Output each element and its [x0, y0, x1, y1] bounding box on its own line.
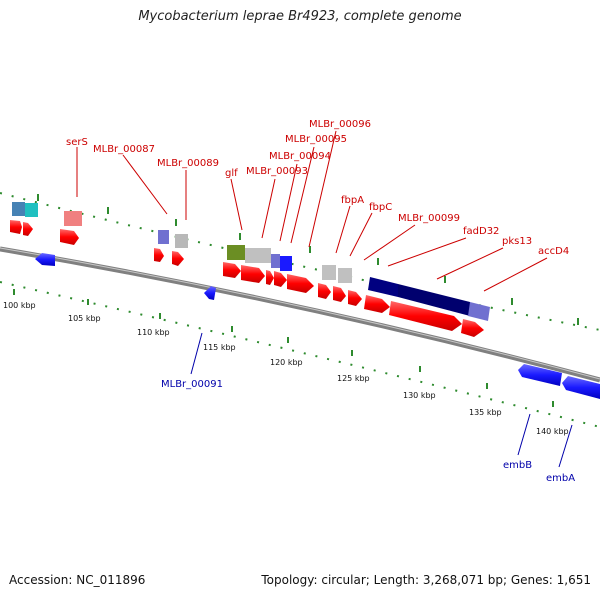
reverse-cds-track: [35, 253, 600, 399]
gene-label-mlbr00087: MLBr_00087: [93, 144, 155, 155]
forward-cds: [241, 265, 265, 283]
gene-label-fbpc: fbpC: [369, 202, 392, 213]
gene-label-sers: serS: [66, 137, 88, 148]
tick-label: 120 kbp: [270, 358, 303, 367]
forward-cds: [461, 319, 484, 337]
forward-leader-lines: [76, 130, 548, 292]
accession-text: Accession: NC_011896: [9, 573, 146, 587]
gene-label-accd4: accD4: [538, 246, 569, 257]
forward-cds: [60, 229, 79, 245]
forward-cds: [10, 220, 22, 234]
feature-block: [338, 268, 352, 283]
page-title: Mycobacterium leprae Br4923, complete ge…: [138, 9, 462, 24]
reverse-cds: [518, 364, 562, 386]
feature-block: [280, 256, 292, 271]
gene-label-fbpa: fbpA: [341, 195, 364, 206]
tick-label: 135 kbp: [469, 408, 502, 417]
forward-cds: [287, 274, 314, 293]
feature-block: [158, 230, 169, 244]
forward-cds: [266, 270, 274, 285]
feature-block: [64, 211, 82, 226]
forward-cds: [364, 295, 390, 313]
forward-cds: [389, 301, 462, 331]
forward-cds: [23, 222, 33, 236]
tick-label: 105 kbp: [68, 314, 101, 323]
tick-label: 125 kbp: [337, 374, 370, 383]
forward-gene-labels: serS MLBr_00087 MLBr_00089 glf MLBr_0009…: [66, 119, 569, 257]
reverse-cds: [204, 286, 216, 300]
reverse-cds: [562, 376, 600, 399]
feature-block: [398, 284, 470, 316]
outer-tick-ring: [0, 192, 600, 331]
feature-blocks: [12, 202, 490, 321]
reverse-gene-labels: MLBr_00091 embB embA: [161, 379, 575, 484]
gene-label-pks13: pks13: [502, 236, 532, 247]
forward-cds: [154, 248, 164, 262]
genome-backbone: [0, 246, 600, 383]
tick-marks: [13, 194, 579, 407]
feature-block: [245, 248, 271, 263]
forward-cds: [223, 262, 241, 278]
gene-label-mlbr00096: MLBr_00096: [309, 119, 371, 130]
gene-label-mlbr00091: MLBr_00091: [161, 379, 223, 390]
feature-block: [25, 203, 38, 217]
gene-label-emba: embA: [546, 473, 575, 484]
forward-cds: [172, 251, 184, 266]
feature-block: [12, 202, 25, 216]
gene-label-fadd32: fadD32: [463, 226, 499, 237]
forward-cds: [333, 286, 346, 302]
tick-label: 140 kbp: [536, 427, 569, 436]
reverse-cds: [35, 253, 55, 266]
gene-label-mlbr00093: MLBr_00093: [246, 166, 308, 177]
forward-cds: [348, 290, 362, 306]
feature-block: [322, 265, 336, 280]
tick-label: 110 kbp: [137, 328, 170, 337]
feature-block: [175, 234, 188, 248]
tick-label: 100 kbp: [3, 301, 36, 310]
gene-label-mlbr00095: MLBr_00095: [285, 134, 347, 145]
forward-cds: [318, 283, 331, 299]
reverse-leader-lines: [190, 332, 573, 468]
tick-label: 115 kbp: [203, 343, 236, 352]
genome-stats-text: Topology: circular; Length: 3,268,071 bp…: [261, 573, 591, 587]
forward-cds-track: [10, 220, 484, 337]
gene-label-mlbr00099: MLBr_00099: [398, 213, 460, 224]
gene-label-glf: glf: [225, 168, 238, 179]
tick-labels: 100 kbp 105 kbp 110 kbp 115 kbp 120 kbp …: [3, 301, 569, 436]
feature-block: [271, 254, 280, 268]
feature-block: [227, 245, 245, 260]
forward-cds: [274, 271, 287, 287]
gene-label-mlbr00089: MLBr_00089: [157, 158, 219, 169]
tick-label: 130 kbp: [403, 391, 436, 400]
gene-label-embb: embB: [503, 460, 532, 471]
feature-block: [468, 302, 490, 321]
feature-block: [368, 277, 398, 297]
gene-label-mlbr00094: MLBr_00094: [269, 151, 331, 162]
